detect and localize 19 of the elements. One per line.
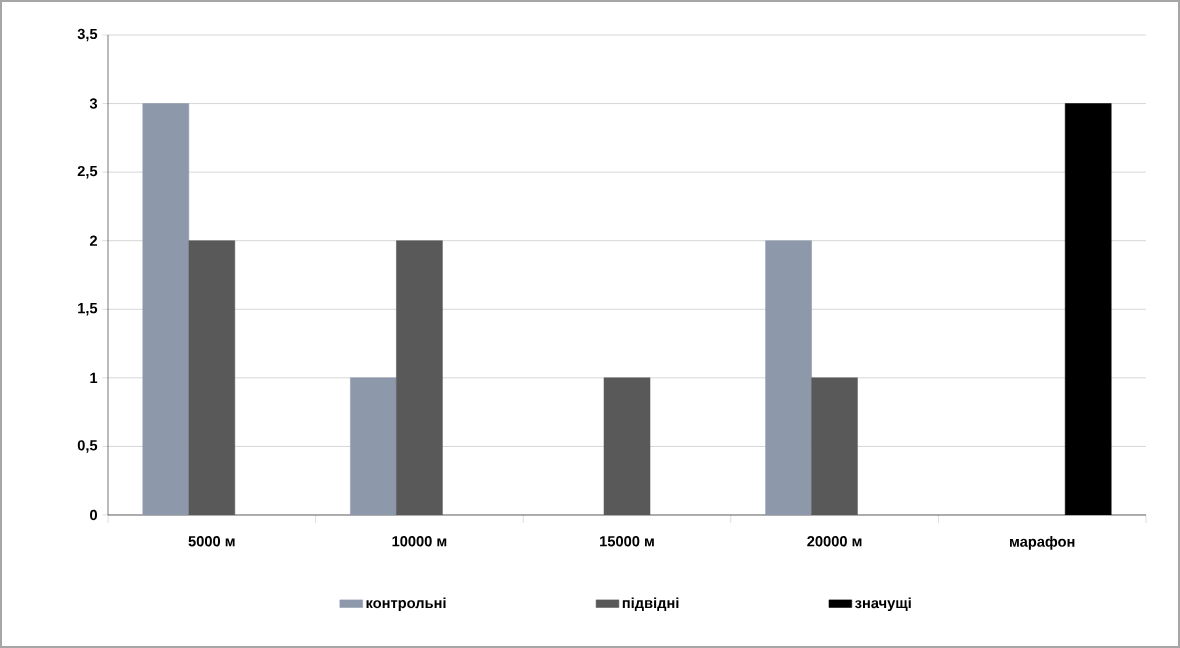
x-tick-label: 15000 м bbox=[600, 536, 654, 547]
x-tick-label: 10000 м bbox=[392, 536, 447, 547]
x-tick-label: марафон bbox=[1010, 536, 1075, 550]
y-tick-label: 3,5 bbox=[77, 28, 98, 42]
bar bbox=[142, 103, 190, 515]
y-tick-label: 1,5 bbox=[78, 303, 98, 316]
y-tick-label: 0 bbox=[90, 509, 97, 521]
y-tick-label: 2,5 bbox=[77, 165, 98, 179]
y-tick-label: 0,5 bbox=[77, 440, 98, 453]
y-tick-label: 1 bbox=[90, 372, 98, 383]
legend-label: підвідні bbox=[622, 597, 679, 611]
y-tick-label: 3 bbox=[89, 98, 98, 109]
legend-label: контрольні bbox=[366, 597, 446, 612]
x-tick-label: 20000 м bbox=[807, 536, 862, 547]
bar bbox=[350, 377, 397, 515]
bar bbox=[765, 240, 812, 515]
x-tick-label: 5000 м bbox=[188, 536, 235, 547]
legend-label: значущі bbox=[855, 597, 911, 612]
y-tick-label: 2 bbox=[89, 235, 98, 246]
